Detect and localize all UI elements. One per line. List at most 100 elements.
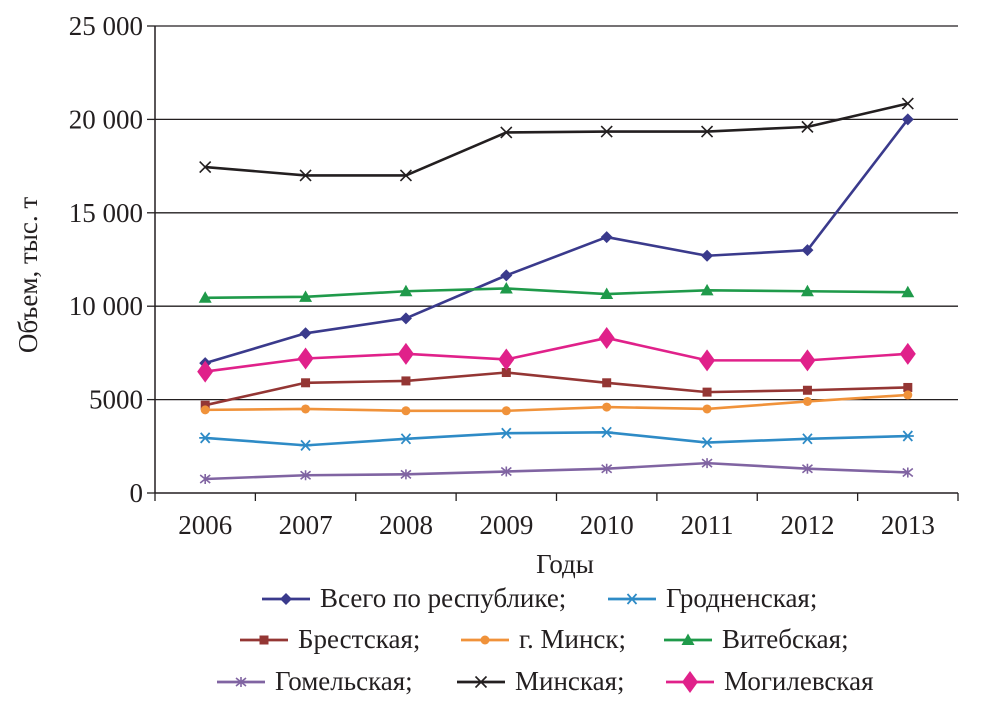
series-line (205, 336, 908, 373)
series-line (205, 393, 908, 413)
data-point (500, 269, 513, 282)
x-axis-label: Годы (536, 549, 594, 579)
series-4 (198, 281, 915, 303)
data-point (901, 430, 914, 442)
data-point (799, 349, 816, 372)
series-line (205, 102, 909, 177)
data-point (901, 113, 914, 126)
series-2 (200, 368, 913, 410)
legend-swatch-marker (474, 675, 488, 689)
data-point (600, 287, 614, 300)
legend-label: Могилевская (724, 666, 874, 696)
tick-labels: 0 5000 10 000 15 000 20 000 25 000 2006 2007 200… (69, 11, 935, 540)
data-point (701, 436, 714, 449)
series-line (205, 287, 908, 300)
legend-label: Гродненская; (666, 583, 817, 613)
axes (147, 25, 959, 501)
x-tick-label: 2008 (379, 510, 433, 540)
series-3 (200, 390, 913, 416)
data-point (297, 347, 314, 370)
legend-item: Брестская; (240, 624, 420, 654)
series-7 (197, 326, 916, 383)
series-line (205, 430, 908, 447)
x-tick-label: 2013 (881, 510, 935, 540)
data-point (802, 396, 812, 406)
data-point (199, 432, 212, 444)
data-point (899, 342, 916, 365)
data-point (600, 125, 613, 138)
legend-label: Гомельская; (275, 666, 413, 696)
legend-label: г. Минск; (519, 624, 626, 654)
legend-item: Гродненская; (608, 583, 817, 613)
x-tick-label: 2006 (178, 510, 232, 540)
data-point (401, 376, 411, 386)
y-tick-label: 10 000 (69, 291, 143, 321)
legend-swatch-marker (235, 677, 247, 687)
y-tick-label: 25 000 (69, 11, 143, 41)
data-point (498, 348, 515, 371)
data-point (601, 463, 613, 474)
legend-item: Витебская; (664, 624, 849, 654)
x-tick-label: 2010 (580, 510, 634, 540)
data-point (397, 342, 414, 365)
legend-label: Всего по республике; (320, 583, 566, 613)
series-1 (199, 426, 914, 451)
data-point (802, 385, 812, 395)
x-tick-label: 2009 (479, 510, 533, 540)
y-axis-label: Объем, тыс. т (13, 197, 43, 354)
data-point (701, 458, 713, 469)
series-0 (199, 113, 914, 370)
data-point (501, 368, 511, 378)
x-tick-label: 2007 (279, 510, 333, 540)
data-point (500, 126, 513, 139)
data-point (600, 231, 613, 244)
data-point (401, 406, 411, 416)
data-point (702, 404, 712, 414)
data-point (399, 433, 412, 445)
data-point (699, 349, 716, 372)
data-point (701, 249, 714, 262)
data-point (299, 169, 312, 182)
data-point (801, 463, 813, 474)
data-point (399, 284, 413, 297)
data-point (598, 326, 615, 349)
legend-swatch-marker (626, 593, 638, 605)
y-tick-label: 0 (130, 478, 144, 508)
series-6 (199, 97, 914, 182)
legend-item: Могилевская (666, 666, 874, 696)
data-point (399, 312, 412, 325)
legend-swatch-marker (682, 671, 698, 693)
data-point (400, 469, 412, 480)
data-point (200, 400, 210, 410)
x-tick-label: 2011 (681, 510, 734, 540)
data-point (901, 285, 915, 298)
data-point (800, 284, 814, 297)
legend-label: Витебская; (722, 624, 849, 654)
data-point (700, 125, 714, 138)
legend-swatch-marker (280, 593, 292, 605)
legend-item: Всего по республике; (262, 583, 566, 613)
data-point (301, 404, 311, 414)
series-line (204, 371, 908, 407)
series-line (205, 461, 908, 481)
data-point (299, 290, 313, 302)
y-tick-label: 15 000 (69, 198, 143, 228)
data-point (299, 327, 312, 340)
data-point (901, 97, 914, 110)
legend-label: Брестская; (298, 624, 420, 654)
legend-swatch-marker (259, 635, 269, 645)
legend-label: Минская; (515, 666, 625, 696)
data-point (301, 378, 311, 388)
data-point (902, 467, 914, 478)
legend-swatch-marker (681, 633, 695, 645)
series-line (204, 118, 909, 365)
data-point (499, 281, 513, 294)
data-point (199, 160, 212, 174)
y-tick-label: 20 000 (69, 104, 143, 134)
data-point (600, 426, 613, 438)
data-point (399, 169, 413, 182)
y-tick-label: 5000 (89, 385, 143, 415)
data-point (903, 390, 913, 400)
data-point (501, 406, 511, 416)
